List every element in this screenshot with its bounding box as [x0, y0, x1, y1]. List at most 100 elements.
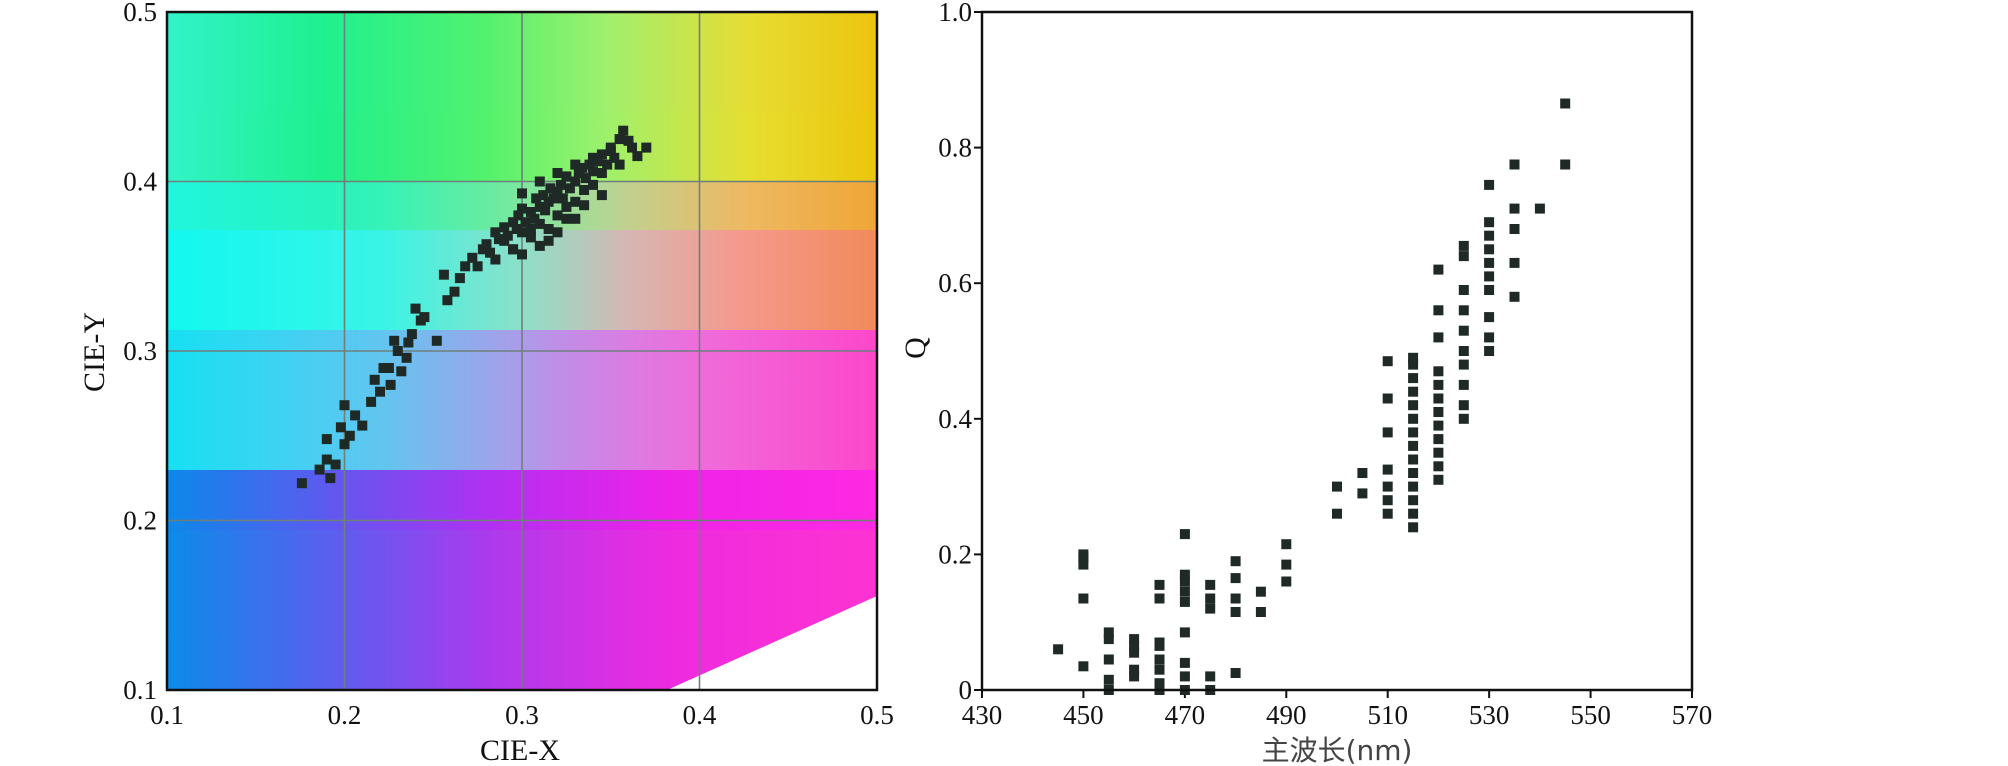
data-point — [1179, 671, 1190, 682]
data-point — [1433, 434, 1444, 445]
data-point — [321, 454, 332, 465]
data-point — [1179, 596, 1190, 607]
data-point — [623, 135, 634, 146]
data-point — [1433, 447, 1444, 458]
data-point — [1433, 264, 1444, 275]
data-point — [1408, 359, 1419, 370]
data-point — [570, 196, 581, 207]
data-point — [588, 179, 598, 190]
data-point — [369, 374, 380, 385]
data-point — [1382, 495, 1393, 506]
data-point — [525, 224, 536, 234]
data-point — [584, 159, 595, 170]
data-point — [1433, 461, 1444, 472]
data-point — [1382, 356, 1393, 367]
data-point — [477, 244, 488, 255]
data-point — [1179, 576, 1190, 587]
x-tick-label: 0.2 — [328, 700, 362, 730]
data-point — [1408, 468, 1419, 478]
data-point — [564, 183, 575, 194]
data-point — [481, 239, 492, 250]
data-point — [1408, 522, 1419, 533]
data-point — [593, 156, 604, 167]
data-point — [499, 235, 510, 246]
y-tick-label: 0 — [959, 675, 973, 705]
data-point — [525, 207, 536, 217]
data-point — [517, 249, 527, 260]
x-tick-label: 570 — [1672, 700, 1713, 730]
data-point — [339, 439, 350, 450]
data-point — [1484, 332, 1495, 343]
cie-chromaticity-chart: 0.1 0.2 0.3 0.4 0.5 0.1 0.2 0.3 0.4 0.5 CIE-X CI… — [78, 0, 894, 766]
data-point — [513, 210, 524, 221]
data-point — [1534, 203, 1545, 214]
data-point — [1382, 481, 1393, 492]
data-point — [490, 227, 501, 238]
data-point — [534, 240, 545, 251]
data-point — [1458, 400, 1469, 411]
data-points — [296, 125, 652, 489]
y-tick-labels: 0 0.2 0.4 0.6 0.8 1.0 — [938, 0, 972, 705]
data-point — [1179, 586, 1190, 597]
data-point — [385, 379, 396, 390]
data-point — [472, 261, 483, 272]
data-point — [570, 213, 581, 224]
data-point — [525, 232, 536, 243]
data-point — [596, 149, 607, 160]
data-point — [1382, 427, 1393, 438]
y-tick-label: 0.5 — [123, 0, 157, 27]
data-point — [1382, 464, 1393, 475]
data-point — [1560, 159, 1571, 170]
data-point — [350, 410, 361, 421]
data-point — [1484, 244, 1495, 255]
data-point — [325, 473, 336, 484]
data-point — [1509, 257, 1520, 268]
data-point — [1179, 627, 1190, 638]
data-point — [1382, 508, 1393, 519]
data-point — [1408, 386, 1419, 397]
data-point — [1053, 644, 1064, 655]
data-point — [1154, 637, 1165, 648]
data-point — [431, 335, 442, 346]
data-point — [1458, 413, 1469, 424]
data-point — [641, 142, 652, 153]
data-point — [321, 434, 332, 445]
data-point — [1103, 674, 1114, 685]
data-point — [543, 224, 554, 234]
data-point — [389, 335, 400, 346]
data-point — [1154, 678, 1165, 689]
data-point — [403, 337, 414, 348]
data-point — [1332, 481, 1342, 492]
data-point — [561, 213, 572, 224]
data-point — [1357, 468, 1368, 478]
data-point — [1129, 640, 1140, 651]
y-axis-title: Q — [899, 337, 932, 359]
data-point — [1484, 271, 1495, 282]
data-point — [552, 168, 563, 178]
data-point — [454, 273, 465, 284]
data-point — [406, 329, 417, 340]
x-tick-label: 490 — [1266, 700, 1307, 730]
data-point — [1255, 607, 1266, 617]
data-point — [517, 203, 527, 214]
data-point — [296, 478, 307, 489]
data-point — [339, 400, 350, 411]
data-point — [1458, 240, 1469, 251]
data-point — [1179, 569, 1190, 580]
data-point — [561, 171, 572, 182]
y-tick-label: 0.2 — [938, 539, 972, 569]
gamut-boundary-blank — [667, 596, 877, 690]
data-point — [1230, 593, 1241, 604]
data-point — [1103, 654, 1114, 665]
data-point — [580, 173, 591, 184]
data-point — [1382, 393, 1393, 404]
data-point — [609, 152, 620, 163]
data-point — [1458, 346, 1469, 356]
data-point — [557, 193, 568, 204]
q-vs-wavelength-chart: 430 450 470 490 510 530 550 570 0 0.2 0.4 0.6 0.8 1.… — [899, 0, 1712, 766]
data-point — [570, 176, 581, 187]
data-point — [383, 363, 394, 373]
data-point — [1433, 474, 1444, 485]
plot-frame — [165, 10, 879, 692]
